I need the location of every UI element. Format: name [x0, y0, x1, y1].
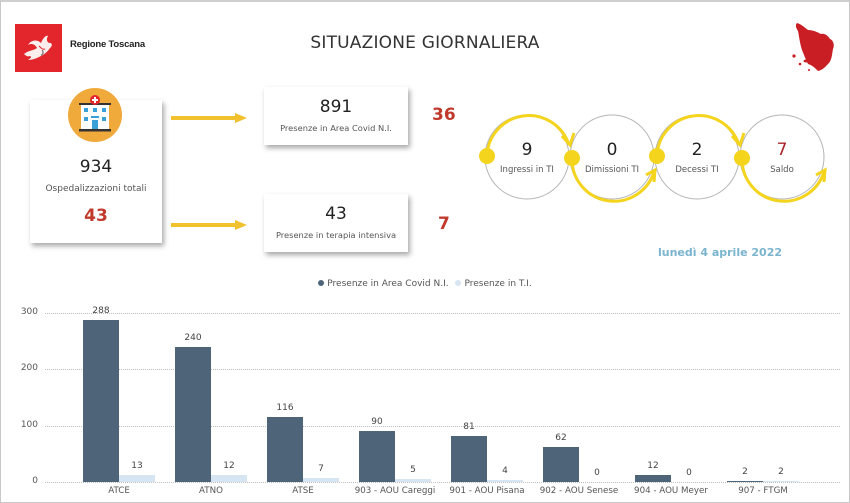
icu-discharges-value: 0	[606, 140, 618, 160]
bar-value-label: 5	[410, 465, 416, 476]
legend-item-covid-area[interactable]: Presenze in Area Covid N.I.	[318, 279, 449, 289]
bar-value-label: 12	[223, 461, 235, 472]
bar[interactable]	[727, 480, 763, 482]
intensive-care-delta: 7	[438, 214, 450, 234]
icu-discharges-label: Dimissioni TI	[584, 165, 640, 175]
total-hospitalizations-label: Ospedalizzazioni totali	[45, 184, 147, 194]
bar[interactable]	[635, 475, 671, 482]
legend-dot-icon	[455, 279, 462, 286]
icu-flow-diagram: 9 Ingressi in TI 0 Dimissioni TI 2 Deces…	[470, 100, 850, 215]
legend-dot-icon	[318, 279, 325, 286]
x-category-label: 901 - AOU Pisana	[449, 486, 525, 496]
covid-area-value: 891	[319, 97, 353, 117]
bar-value-label: 12	[647, 461, 659, 472]
total-hospitalizations-delta: 43	[84, 206, 108, 226]
icu-admissions-label: Ingressi in TI	[500, 165, 554, 175]
covid-area-card: 891 Presenze in Area Covid N.I.	[264, 87, 408, 145]
y-tick: 200	[20, 363, 38, 373]
covid-area-label: Presenze in Area Covid N.I.	[280, 123, 392, 133]
regione-toscana-logo	[15, 24, 62, 72]
bar-value-label: 116	[276, 402, 294, 413]
total-hospitalizations-value: 934	[79, 157, 113, 177]
bar-value-label: 288	[92, 305, 110, 316]
x-category-label: 904 - AOU Meyer	[634, 486, 708, 496]
bar[interactable]	[83, 319, 119, 482]
page-title: SITUAZIONE GIORNALIERA	[310, 33, 540, 53]
bar[interactable]	[543, 447, 579, 482]
y-tick: 300	[20, 307, 38, 317]
covid-area-delta: 36	[432, 105, 456, 125]
gridline	[45, 482, 840, 483]
bar-value-label: 4	[502, 465, 508, 476]
bar[interactable]	[175, 346, 211, 482]
legend-item-ti[interactable]: Presenze in T.I.	[455, 279, 532, 289]
icu-admissions-value: 9	[521, 140, 533, 160]
y-tick: 100	[20, 420, 38, 430]
bar[interactable]	[211, 475, 247, 482]
bar[interactable]	[267, 416, 303, 482]
tuscany-map-icon	[792, 23, 834, 71]
report-date: lunedì 4 aprile 2022	[657, 246, 783, 259]
chart-legend: Presenze in Area Covid N.I. Presenze in …	[0, 279, 850, 289]
bar-value-label: 90	[371, 417, 383, 428]
gridline	[45, 426, 840, 427]
gridline	[45, 369, 840, 370]
legend-label: Presenze in Area Covid N.I.	[327, 279, 449, 289]
x-category-label: ATCE	[108, 486, 130, 496]
bar[interactable]	[487, 479, 523, 482]
logo-text: Regione Toscana	[70, 39, 145, 50]
x-category-label: 902 - AOU Senese	[539, 486, 619, 496]
bar[interactable]	[119, 474, 155, 482]
bar[interactable]	[395, 479, 431, 482]
pegasus-icon	[24, 35, 52, 60]
intensive-care-value: 43	[325, 204, 347, 224]
intensive-care-card: 43 Presenze in terapia intensiva	[264, 194, 408, 252]
icu-deaths-value: 2	[691, 140, 703, 160]
bar[interactable]	[451, 436, 487, 482]
gridline	[45, 313, 840, 314]
icu-deaths-label: Decessi TI	[675, 165, 719, 175]
bar-value-label: 7	[318, 464, 324, 475]
intensive-care-label: Presenze in terapia intensiva	[275, 230, 397, 240]
hospital-icon	[68, 88, 122, 142]
x-category-label: 903 - AOU Careggi	[354, 486, 436, 496]
bar[interactable]	[359, 431, 395, 482]
icu-balance-label: Saldo	[770, 165, 794, 175]
x-category-label: ATSE	[292, 486, 314, 496]
x-category-label: 907 - FTGM	[738, 486, 788, 496]
arrow-right-icon	[171, 220, 247, 230]
bar[interactable]	[303, 478, 339, 482]
bar[interactable]	[763, 480, 799, 482]
hospital-bar-chart: 300 200 100 0 288 13 ATCE 240 12 ATNO 116 7 ATSE…	[0, 300, 850, 503]
bar-value-label: 13	[131, 460, 143, 471]
legend-label: Presenze in T.I.	[464, 279, 532, 289]
flow-circles-graphic	[479, 114, 827, 203]
bar-value-label: 62	[555, 433, 567, 444]
bar-value-label: 0	[686, 468, 692, 478]
bar-value-label: 2	[742, 466, 748, 477]
bar-value-label: 81	[463, 422, 475, 433]
y-tick: 0	[32, 476, 38, 486]
x-category-label: ATNO	[199, 486, 223, 496]
icu-balance-value: 7	[776, 140, 788, 160]
bar-value-label: 240	[184, 332, 202, 343]
arrow-right-icon	[171, 113, 247, 123]
bar-value-label: 2	[778, 466, 784, 477]
bar-value-label: 0	[594, 468, 600, 478]
